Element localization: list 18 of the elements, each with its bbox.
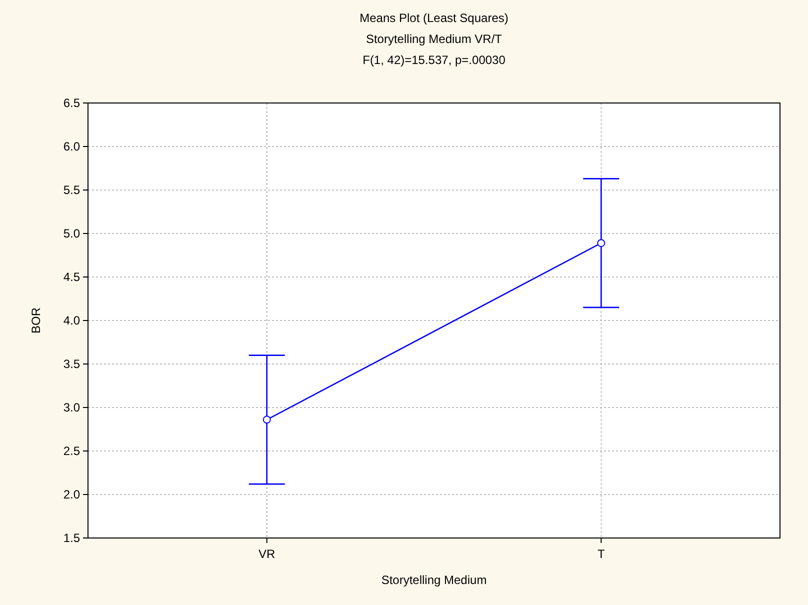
x-tick-label: T [597,547,606,561]
y-tick-label: 4.0 [63,314,80,328]
y-axis-title: BOR [29,307,43,334]
text: F(1, 42)=15.537, p=.00030 [362,53,506,67]
x-tick-label: VR [258,547,276,561]
y-tick-label: 3.5 [63,357,80,372]
chart-subtitle: Storytelling Medium VR/T [366,32,503,46]
y-tick-label: 1.5 [63,531,80,546]
x-axis-title: Storytelling Medium [381,573,487,587]
y-tick-label: 5.0 [63,226,80,241]
y-tick-label: 5.5 [63,183,80,198]
y-tick-label: 3.0 [63,400,80,415]
y-tick-label: 6.0 [63,140,80,154]
y-tick-label: 6.5 [63,96,80,110]
y-tick-label: 2.0 [63,488,80,502]
y-tick-label: 2.5 [63,444,80,458]
chart-title: Means Plot (Least Squares) [360,11,508,25]
y-tick-label: 4.5 [63,270,80,284]
